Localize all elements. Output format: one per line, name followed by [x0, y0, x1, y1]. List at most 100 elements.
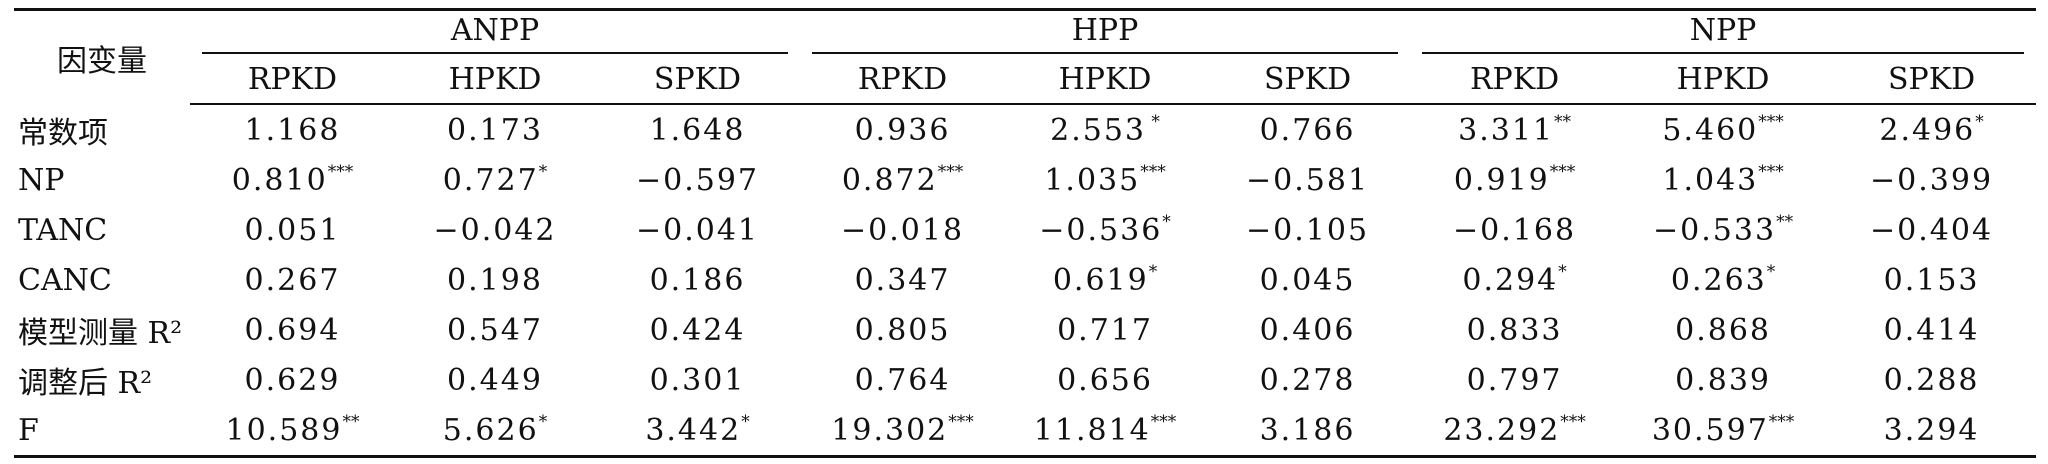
group-header-hpp: HPP — [800, 10, 1410, 56]
significance-marker: * — [741, 411, 750, 432]
table-cell: −0.581 — [1205, 155, 1410, 205]
table-cell: 30.597*** — [1619, 405, 1827, 457]
row-label: CANC — [18, 262, 112, 298]
table-cell: 0.839 — [1619, 355, 1827, 405]
cell-value: 11.814 — [1033, 412, 1151, 448]
cell-value: 0.619 — [1052, 262, 1149, 298]
cell-value: 0.294 — [1462, 262, 1559, 298]
table-cell: −0.399 — [1827, 155, 2036, 205]
table-body: 常数项 1.168 0.173 1.648 0.936 2.553 * 0.766 3.311… — [14, 104, 2037, 457]
table-cell: 0.301 — [595, 355, 800, 405]
significance-marker: * — [1558, 261, 1567, 282]
table-cell: 0.805 — [800, 305, 1005, 355]
significance-marker: *** — [948, 411, 974, 432]
cell-value: 0.919 — [1453, 162, 1550, 198]
table-cell: 0.294* — [1410, 255, 1619, 305]
cell-value: 1.168 — [244, 112, 341, 148]
cell-value: 0.868 — [1675, 312, 1771, 348]
cell-value: 5.626 — [442, 412, 539, 448]
table-cell: 0.051 — [190, 205, 395, 255]
cell-value: 3.311 — [1458, 112, 1554, 148]
cell-value: 0.805 — [854, 312, 951, 348]
table-cell: 0.153 — [1827, 255, 2036, 305]
cell-value: 0.833 — [1466, 312, 1563, 348]
cell-value: 19.302 — [831, 412, 949, 448]
cell-value: 0.656 — [1057, 362, 1153, 398]
table-cell: 3.442* — [595, 405, 800, 457]
cell-value: 2.553 — [1050, 112, 1147, 148]
table-cell: −0.041 — [595, 205, 800, 255]
row-label: F — [18, 412, 39, 448]
cell-value: 0.872 — [841, 162, 938, 198]
cell-value: 0.839 — [1675, 362, 1771, 398]
cell-value: 23.292 — [1443, 412, 1561, 448]
cell-value: 3.294 — [1883, 412, 1980, 448]
dependent-variable-header: 因变量 — [57, 43, 147, 79]
table-cell: 0.449 — [395, 355, 595, 405]
cell-value: 3.186 — [1259, 412, 1356, 448]
cell-value: 0.045 — [1259, 262, 1356, 298]
cell-value: 10.589 — [225, 412, 343, 448]
table-row: 调整后 R² 0.629 0.449 0.301 0.764 0.656 0.278 0.79… — [14, 355, 2036, 405]
subcolumn-header: SPKD — [595, 55, 801, 105]
cell-value: 0.263 — [1670, 262, 1767, 298]
cell-value: 0.347 — [854, 262, 951, 298]
cell-value: −0.581 — [1246, 162, 1370, 198]
significance-marker: ** — [1554, 111, 1571, 132]
cell-value: 0.173 — [447, 112, 543, 148]
significance-marker: *** — [1758, 161, 1784, 182]
significance-marker: * — [1162, 211, 1171, 232]
table-cell: 0.547 — [395, 305, 595, 355]
significance-marker: *** — [937, 161, 964, 182]
table-cell: 0.406 — [1205, 305, 1410, 355]
table-cell: 0.797 — [1410, 355, 1619, 405]
cell-value: 0.153 — [1883, 262, 1980, 298]
cell-value: 0.764 — [854, 362, 951, 398]
table-cell: −0.536* — [1005, 205, 1205, 255]
cell-value: 0.301 — [649, 362, 746, 398]
table-cell: 23.292*** — [1410, 405, 1619, 457]
row-label: 模型测量 R² — [18, 316, 183, 351]
subcolumn-header: RPKD — [190, 55, 395, 105]
table-cell: 0.267 — [190, 255, 395, 305]
table-header: 因变量 ANPP HPP NPP RPKD HPKD SPKD RPKD HPK… — [14, 9, 2037, 105]
significance-marker: *** — [1140, 161, 1166, 182]
cell-value: −0.168 — [1453, 212, 1577, 248]
subcolumn-header: RPKD — [1410, 55, 1620, 105]
cell-value: 0.267 — [244, 262, 341, 298]
cell-value: 5.460 — [1662, 112, 1759, 148]
table-cell: 0.919*** — [1410, 155, 1619, 205]
cell-value: −0.404 — [1870, 212, 1994, 248]
cell-value: 2.496 — [1879, 112, 1976, 148]
table-cell: −0.018 — [800, 205, 1005, 255]
significance-marker: *** — [1768, 411, 1795, 432]
row-label: NP — [18, 162, 65, 198]
cell-value: 0.694 — [244, 312, 341, 348]
cell-value: 1.648 — [649, 112, 746, 148]
table-cell: 11.814*** — [1005, 405, 1205, 457]
table-cell: 0.278 — [1205, 355, 1410, 405]
table-cell: 0.694 — [190, 305, 395, 355]
table-cell: 3.186 — [1205, 405, 1410, 457]
cell-value: −0.536 — [1039, 212, 1163, 248]
cell-value: −0.597 — [636, 162, 760, 198]
table-row: TANC 0.051 −0.042 −0.041 −0.018 −0.536* −0.105… — [14, 205, 2036, 255]
group-label: HPP — [812, 13, 1399, 54]
group-label: ANPP — [202, 13, 789, 54]
table-cell: 0.717 — [1005, 305, 1205, 355]
cell-value: 0.288 — [1883, 362, 1980, 398]
row-label: TANC — [18, 212, 108, 248]
table-cell: 0.424 — [595, 305, 800, 355]
regression-table: 因变量 ANPP HPP NPP RPKD HPKD SPKD RPKD HPK… — [14, 8, 2037, 458]
cell-value: 0.727 — [442, 162, 539, 198]
regression-table-container: 因变量 ANPP HPP NPP RPKD HPKD SPKD RPKD HPK… — [14, 8, 2037, 458]
cell-value: −0.399 — [1870, 162, 1994, 198]
table-cell: 0.347 — [800, 255, 1005, 305]
table-cell: 0.936 — [800, 104, 1005, 155]
table-cell: 0.727* — [395, 155, 595, 205]
subcolumn-header: RPKD — [800, 55, 1006, 105]
table-cell: 0.810*** — [190, 155, 395, 205]
subcolumn-header: HPKD — [395, 55, 595, 105]
cell-value: 0.414 — [1883, 312, 1980, 348]
significance-marker: * — [538, 411, 548, 432]
